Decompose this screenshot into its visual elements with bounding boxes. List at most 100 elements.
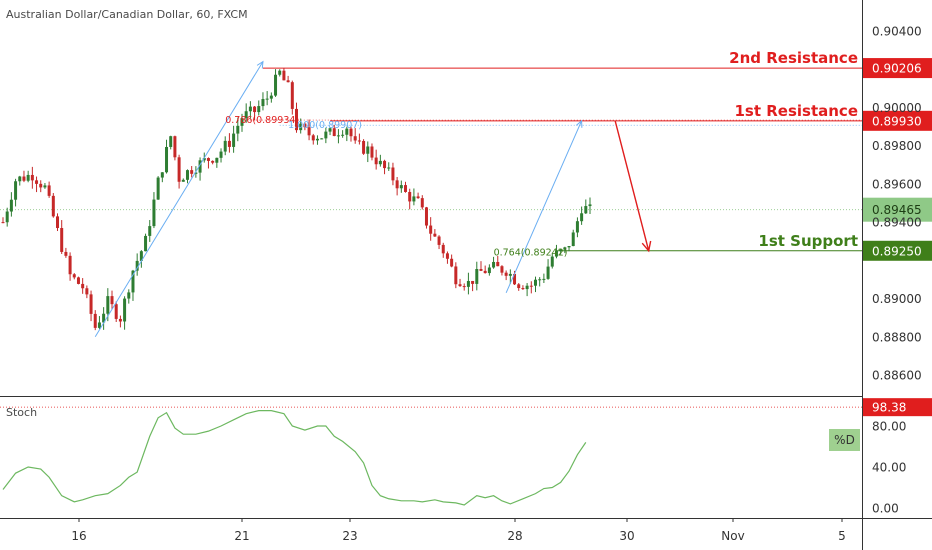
level-price-label-0: 0.90206 [872,62,922,76]
candle-body [546,266,550,279]
candle-body [51,195,55,217]
stoch-series-tag [829,429,860,451]
candle-body [420,198,424,208]
time-tick-label-1: 21 [234,529,249,543]
candle-body [336,135,340,137]
candle-body [89,294,93,314]
candle-body [253,106,257,113]
candle-body [508,273,512,276]
stoch-marker-label: 98.38 [872,401,906,415]
candle-body [144,235,148,252]
candle-body [395,180,399,189]
time-tick-label-4: 30 [619,529,634,543]
candle-body [471,280,475,284]
candle-body [261,98,265,107]
candle-body [391,167,395,181]
candle-body [5,211,9,223]
candle-body [475,269,479,284]
price-tick-label-7: 0.88600 [872,369,922,383]
candle-body [202,158,206,161]
candle-body [429,225,433,234]
time-tick-label-3: 28 [507,529,522,543]
projection-line-1 [505,120,583,294]
candle-body [26,174,30,181]
candle-body [492,261,496,268]
candle-body [366,146,370,154]
candle-body [466,280,470,287]
stoch-tick-label-2: 0.00 [872,502,899,516]
candle-body [93,313,97,328]
candle-body [185,170,189,180]
candle-body [374,157,378,165]
candle-body [68,255,72,275]
candle-body [232,133,236,147]
candle-body [458,284,462,287]
candle-body [244,111,248,119]
fib-label-0: 0.786(0.89934) [225,115,299,126]
candle-body [483,270,487,274]
candle-body [127,292,131,299]
candle-body [215,157,219,163]
candle-body [554,250,558,257]
candle-body [538,279,542,281]
candle-body [529,285,533,287]
candle-body [60,228,64,252]
candle-body [152,199,156,227]
candle-body [181,179,185,182]
candle-body [479,269,483,271]
level-price-tag-0 [863,58,932,79]
candle-body [236,125,240,134]
candle-body [81,283,85,289]
candle-body [56,216,60,229]
candle-body [295,108,298,131]
candle-body [517,284,521,289]
time-tick-label-0: 16 [71,529,86,543]
candle-body [72,274,76,278]
current-price-label: 0.89465 [872,203,922,217]
candle-body [437,236,441,245]
candle-body [1,222,5,224]
level-price-label-2: 0.89250 [872,244,922,258]
candle-body [282,70,286,81]
forecast-arrowhead [641,240,652,253]
level-annotation-0: 2nd Resistance [729,49,858,67]
fib-label-1: 1.000(0.89907) [288,120,362,131]
fib-label-2: 0.764(0.89242) [494,247,568,258]
candle-body [408,191,412,202]
candle-body [328,128,332,132]
price-tick-label-5: 0.89000 [872,292,922,306]
candle-body [139,251,143,261]
candle-body [299,123,303,131]
stoch-tick-label-1: 40.00 [872,461,906,475]
candle-body [307,127,311,136]
candle-body [173,136,177,158]
candle-body [47,185,51,196]
candle-body [64,251,68,256]
candle-body [106,296,110,314]
candle-body [542,278,546,280]
candle-body [383,160,387,169]
candle-body [190,170,194,174]
candle-body [290,82,294,109]
stoch-d-line [2,410,587,506]
candle-body [114,304,118,319]
time-tick-label-2: 23 [342,529,357,543]
price-tick-label-6: 0.88800 [872,330,922,344]
candle-body [160,172,164,178]
candle-body [550,256,554,267]
candle-layer [1,67,592,331]
candle-body [135,260,139,271]
candle-body [563,247,567,250]
candle-body [198,160,202,173]
level-price-label-1: 0.89930 [872,114,922,128]
candle-body [349,128,353,137]
candle-body [445,253,449,259]
forecast-arrow-line [614,120,650,251]
candle-body [412,196,416,202]
candle-body [274,74,278,96]
candle-body [30,174,34,181]
